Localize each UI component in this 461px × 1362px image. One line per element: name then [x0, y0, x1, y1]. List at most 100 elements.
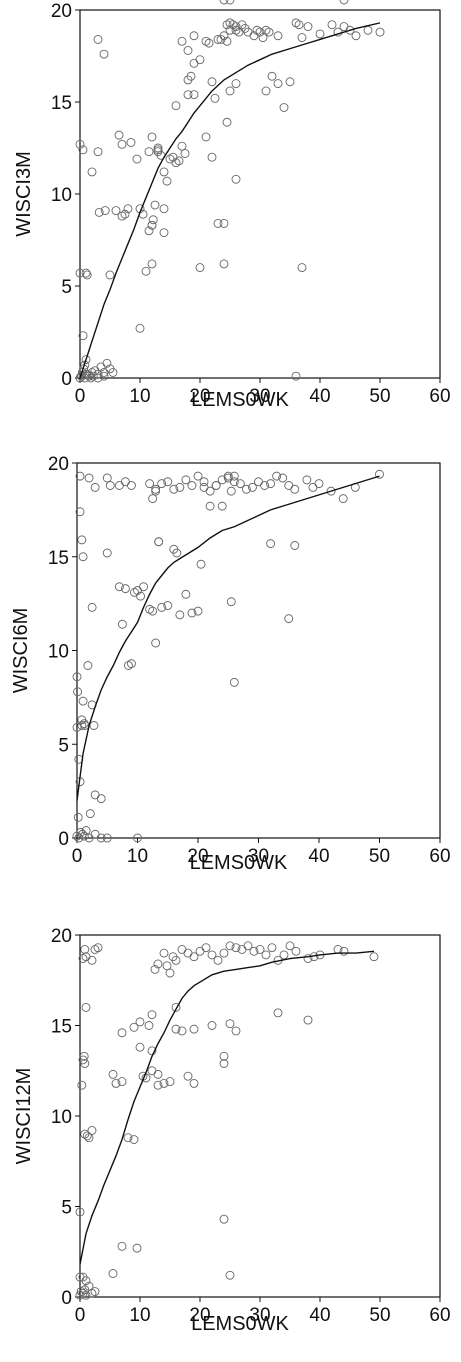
data-point	[207, 950, 217, 960]
data-point	[171, 101, 181, 111]
data-point	[249, 946, 259, 956]
data-point	[308, 482, 318, 492]
data-point	[229, 677, 239, 687]
data-point	[102, 548, 112, 558]
data-point	[79, 719, 89, 729]
data-point	[75, 1207, 85, 1217]
data-point	[93, 147, 103, 157]
x-tick-label: 40	[309, 1305, 330, 1326]
y-tick-label: 5	[61, 1198, 72, 1219]
fitted-curve	[76, 475, 380, 801]
data-point	[129, 1022, 139, 1032]
data-point	[159, 228, 169, 238]
data-point	[231, 1026, 241, 1036]
data-point	[117, 1028, 127, 1038]
data-point	[297, 263, 307, 273]
data-point	[279, 950, 289, 960]
data-point	[96, 794, 106, 804]
data-point	[108, 1269, 118, 1278]
data-point	[165, 968, 175, 978]
data-point	[291, 946, 301, 956]
data-point	[117, 139, 127, 149]
data-point	[326, 486, 336, 496]
data-point	[102, 833, 112, 843]
x-tick-label: 0	[75, 1305, 86, 1326]
fitted-curve	[79, 950, 375, 1265]
data-point	[339, 0, 349, 5]
y-tick-label: 0	[58, 829, 69, 850]
data-point	[285, 941, 295, 951]
x-tick-label: 0	[75, 386, 86, 407]
plot-frame	[79, 9, 441, 379]
data-point	[159, 1078, 169, 1088]
data-point	[78, 1055, 88, 1065]
data-point	[83, 661, 93, 670]
x-tick-label: 40	[308, 846, 329, 867]
plot-frame	[76, 462, 441, 839]
data-point	[135, 1042, 145, 1052]
data-point	[81, 1276, 91, 1286]
data-point	[93, 373, 103, 383]
data-point	[225, 941, 235, 951]
data-point	[290, 541, 300, 550]
data-point	[82, 1131, 92, 1141]
data-point	[108, 368, 118, 377]
x-tick-label: 20	[189, 1305, 210, 1326]
data-point	[135, 323, 145, 333]
y-tick-label: 20	[51, 926, 72, 947]
data-point	[114, 130, 124, 140]
data-point	[294, 20, 304, 30]
data-point	[231, 174, 241, 184]
data-point	[273, 1008, 283, 1018]
x-axis-label: LEMS0WK	[190, 852, 288, 874]
data-point	[201, 132, 211, 142]
data-point	[123, 1133, 133, 1143]
data-point	[99, 371, 109, 381]
data-point	[81, 268, 91, 278]
data-point	[345, 25, 355, 35]
data-point	[272, 471, 282, 481]
data-point	[207, 152, 217, 162]
data-point	[147, 259, 157, 269]
data-point	[81, 826, 91, 835]
data-point	[87, 955, 97, 965]
data-point	[189, 1078, 199, 1088]
data-point	[211, 481, 221, 490]
data-point	[144, 226, 154, 236]
data-point	[363, 25, 373, 35]
data-point	[102, 358, 112, 368]
data-point	[255, 27, 265, 37]
y-tick-label: 0	[61, 1288, 72, 1309]
data-point	[147, 1066, 157, 1076]
data-point	[225, 86, 235, 96]
data-point	[189, 31, 199, 41]
data-point	[102, 473, 112, 483]
data-point	[78, 552, 88, 562]
data-point	[153, 1080, 163, 1090]
y-tick-label: 5	[61, 277, 72, 298]
data-point	[183, 90, 193, 100]
data-point	[88, 371, 98, 381]
data-point	[120, 584, 130, 594]
plot-frame	[79, 934, 441, 1298]
data-point	[108, 1069, 118, 1079]
chart-panel-wisci12m: 0 10 20 30 40 50 60 0 5 10 15 20 LEMS0WK WISCI12M	[0, 905, 461, 1357]
data-point	[129, 1135, 139, 1144]
data-point	[117, 619, 127, 629]
data-point	[153, 1069, 163, 1079]
fitted-curve	[79, 22, 381, 379]
data-point	[217, 501, 227, 511]
data-point	[144, 147, 154, 157]
data-point	[201, 943, 211, 953]
y-axis-label: WISCI3M	[13, 151, 35, 237]
data-point	[189, 58, 199, 68]
data-point	[174, 156, 184, 166]
data-point	[105, 481, 115, 490]
data-point	[82, 270, 92, 280]
data-point	[273, 79, 283, 89]
x-tick-label: 10	[129, 1305, 150, 1326]
data-point	[181, 589, 191, 599]
data-point	[77, 721, 87, 730]
data-point	[141, 266, 151, 276]
data-point	[223, 473, 233, 483]
